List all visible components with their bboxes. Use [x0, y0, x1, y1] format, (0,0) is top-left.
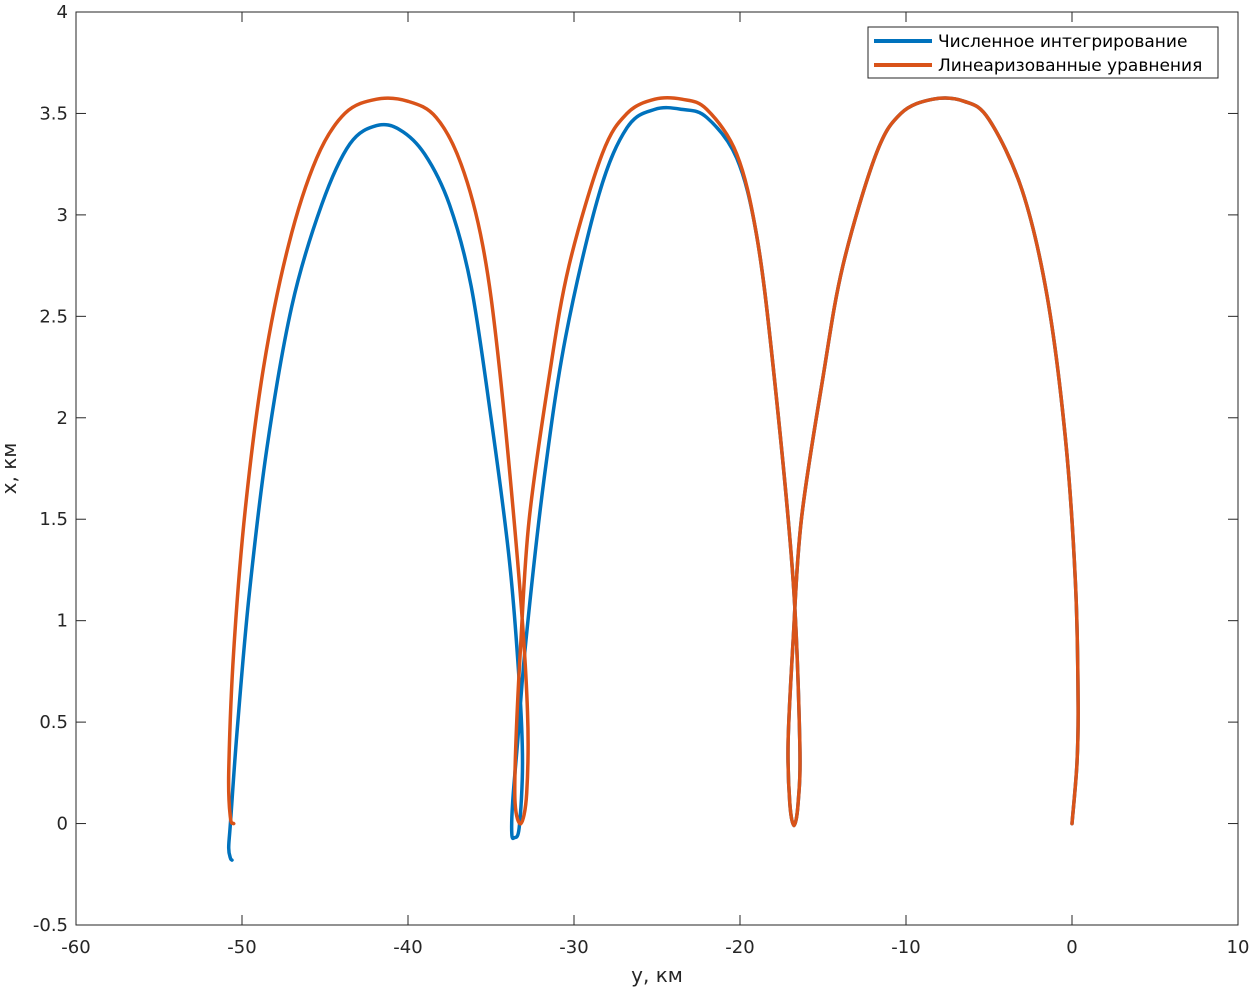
legend-box [867, 26, 1219, 79]
legend-entry-linearized: Линеаризованные уравнения [938, 56, 1202, 76]
y-tick-label: 1.5 [39, 509, 68, 530]
x-tick-label: 0 [1066, 937, 1077, 958]
x-tick-label: -40 [393, 937, 422, 958]
axes-box [75, 11, 1239, 926]
plot-area-fill [76, 12, 1238, 925]
legend: Численное интегрирование Линеаризованные… [867, 26, 1219, 79]
x-tick-label: 10 [1227, 937, 1250, 958]
y-tick-label: 4 [57, 2, 68, 23]
plot-area [76, 12, 1238, 925]
y-tick-label: 0.5 [39, 712, 68, 733]
y-tick-label: 1 [57, 611, 68, 632]
y-tick-label: 0 [57, 814, 68, 835]
series-linearized-equations [226, 95, 1080, 828]
x-tick-label: -30 [559, 937, 588, 958]
ticks-layer: -60 -50 -40 -30 -20 -10 0 10 -0.5 0 0.5 1 1.5 2 2.5 3 3.… [33, 2, 1250, 958]
y-tick-label: 2.5 [39, 306, 68, 327]
x-tick-label: -10 [891, 937, 920, 958]
y-axis-label: x, км [0, 443, 21, 495]
y-tick-label: 2 [57, 408, 68, 429]
series-layer [226, 95, 1080, 862]
axes-frame [75, 11, 1239, 926]
x-tick-label: -60 [61, 937, 90, 958]
x-axis-label: y, км [631, 963, 683, 987]
legend-entry-numerical: Численное интегрирование [938, 32, 1187, 52]
y-tick-label: 3.5 [39, 103, 68, 124]
y-tick-label: 3 [57, 205, 68, 226]
x-tick-label: -20 [725, 937, 754, 958]
y-tick-label: -0.5 [33, 915, 68, 936]
x-tick-label: -50 [227, 937, 256, 958]
